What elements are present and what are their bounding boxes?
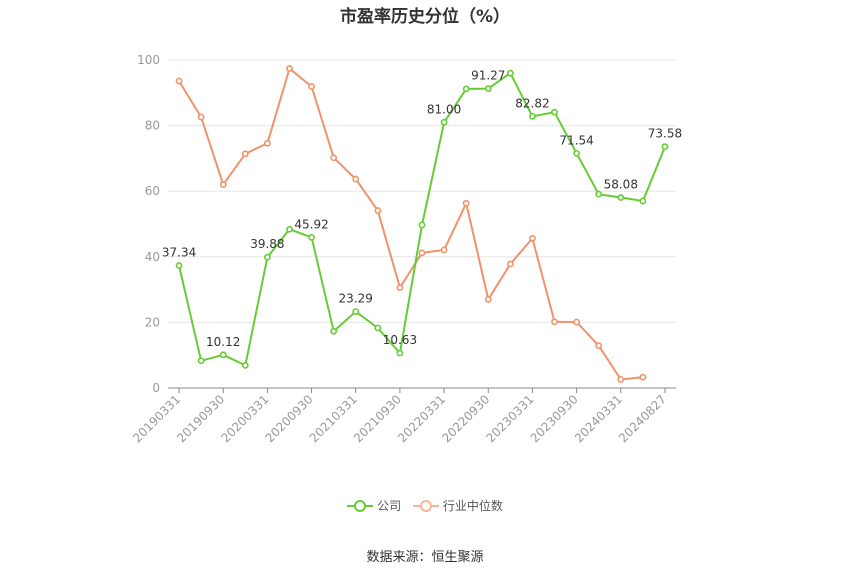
data-point-company[interactable] (529, 112, 536, 120)
data-point-company[interactable] (286, 225, 293, 233)
data-point-industry-median[interactable] (374, 207, 382, 214)
source-note: 数据来源：恒生聚源 (366, 550, 484, 565)
series-line-industry-median (178, 67, 644, 381)
data-point-industry-median[interactable] (330, 154, 338, 162)
data-point-company[interactable] (573, 149, 581, 157)
data-label-company: 23.29 (339, 292, 373, 306)
data-point-company[interactable] (374, 324, 382, 332)
data-point-company[interactable] (506, 69, 514, 77)
data-label-company: 10.63 (383, 333, 417, 347)
data-point-company[interactable] (595, 190, 603, 198)
data-label-company: 37.34 (162, 246, 196, 260)
data-label-company: 91.27 (471, 69, 505, 83)
series-lines (175, 65, 669, 383)
data-label-company: 71.54 (559, 133, 593, 147)
y-tick-label: 20 (145, 315, 160, 329)
data-point-industry-median[interactable] (175, 77, 183, 85)
data-point-industry-median[interactable] (418, 249, 426, 257)
data-point-industry-median[interactable] (241, 150, 249, 158)
data-point-industry-median[interactable] (573, 318, 581, 326)
data-labels: 37.34 10.12 39.88 45.92 23.29 10.63 81.00 91.27… (162, 69, 682, 349)
data-label-company: 10.12 (206, 335, 240, 349)
data-point-industry-median[interactable] (462, 199, 470, 207)
data-point-industry-median[interactable] (396, 284, 404, 292)
data-point-company[interactable] (330, 327, 338, 335)
data-point-company[interactable] (418, 221, 426, 229)
y-tick-label: 100 (137, 53, 160, 67)
y-tick-label: 60 (145, 184, 160, 198)
data-point-company[interactable] (661, 143, 669, 151)
data-point-industry-median[interactable] (484, 296, 492, 303)
legend: 公司 行业中位数 (0, 497, 850, 516)
data-label-company: 73.58 (648, 127, 682, 141)
data-label-company: 82.82 (515, 96, 549, 110)
data-point-company[interactable] (551, 108, 558, 116)
legend-marker-industry-median-icon (412, 499, 439, 512)
legend-label-company: 公司 (377, 499, 402, 513)
data-point-industry-median[interactable] (529, 235, 536, 242)
data-point-company[interactable] (396, 349, 404, 357)
data-point-company[interactable] (175, 262, 183, 269)
data-label-company: 45.92 (294, 217, 328, 231)
data-point-industry-median[interactable] (197, 113, 205, 121)
data-point-industry-median[interactable] (506, 260, 514, 268)
gridlines (168, 59, 676, 323)
data-point-company[interactable] (241, 361, 249, 369)
data-point-company[interactable] (440, 118, 448, 126)
data-label-company: 81.00 (427, 102, 461, 116)
series-line-company (178, 72, 666, 367)
legend-label-industry-median: 行业中位数 (442, 499, 503, 513)
data-point-industry-median[interactable] (352, 175, 360, 183)
legend-marker-company-icon (347, 499, 374, 512)
data-point-industry-median[interactable] (617, 376, 625, 383)
y-tick-label: 80 (145, 119, 160, 133)
data-label-company: 58.08 (604, 177, 638, 191)
data-point-company[interactable] (197, 357, 205, 365)
chart-title: 市盈率历史分位（%） (339, 7, 511, 27)
data-point-company[interactable] (219, 351, 227, 359)
data-point-company[interactable] (462, 85, 470, 93)
data-point-company[interactable] (484, 85, 492, 93)
axes: 0204060801002019033120190930202003312020… (130, 53, 676, 445)
data-label-company: 39.88 (250, 237, 284, 251)
line-chart: 0204060801002019033120190930202003312020… (130, 53, 682, 445)
data-point-industry-median[interactable] (639, 373, 647, 381)
data-point-industry-median[interactable] (286, 65, 293, 72)
x-tick-label: 20240827 (616, 392, 669, 445)
legend-item-industry-median[interactable]: 行业中位数 (412, 497, 503, 514)
data-point-company[interactable] (617, 194, 625, 201)
data-point-industry-median[interactable] (308, 83, 315, 90)
legend-item-company[interactable]: 公司 (347, 497, 401, 514)
data-point-industry-median[interactable] (263, 139, 271, 147)
data-point-company[interactable] (639, 197, 647, 205)
y-tick-label: 0 (152, 381, 160, 395)
y-tick-label: 40 (145, 250, 160, 264)
data-point-industry-median[interactable] (219, 181, 227, 189)
data-point-industry-median[interactable] (440, 246, 448, 254)
data-point-industry-median[interactable] (551, 318, 558, 326)
data-point-industry-median[interactable] (595, 342, 603, 350)
data-point-company[interactable] (308, 233, 315, 241)
data-point-company[interactable] (352, 308, 360, 316)
data-point-company[interactable] (263, 253, 271, 261)
